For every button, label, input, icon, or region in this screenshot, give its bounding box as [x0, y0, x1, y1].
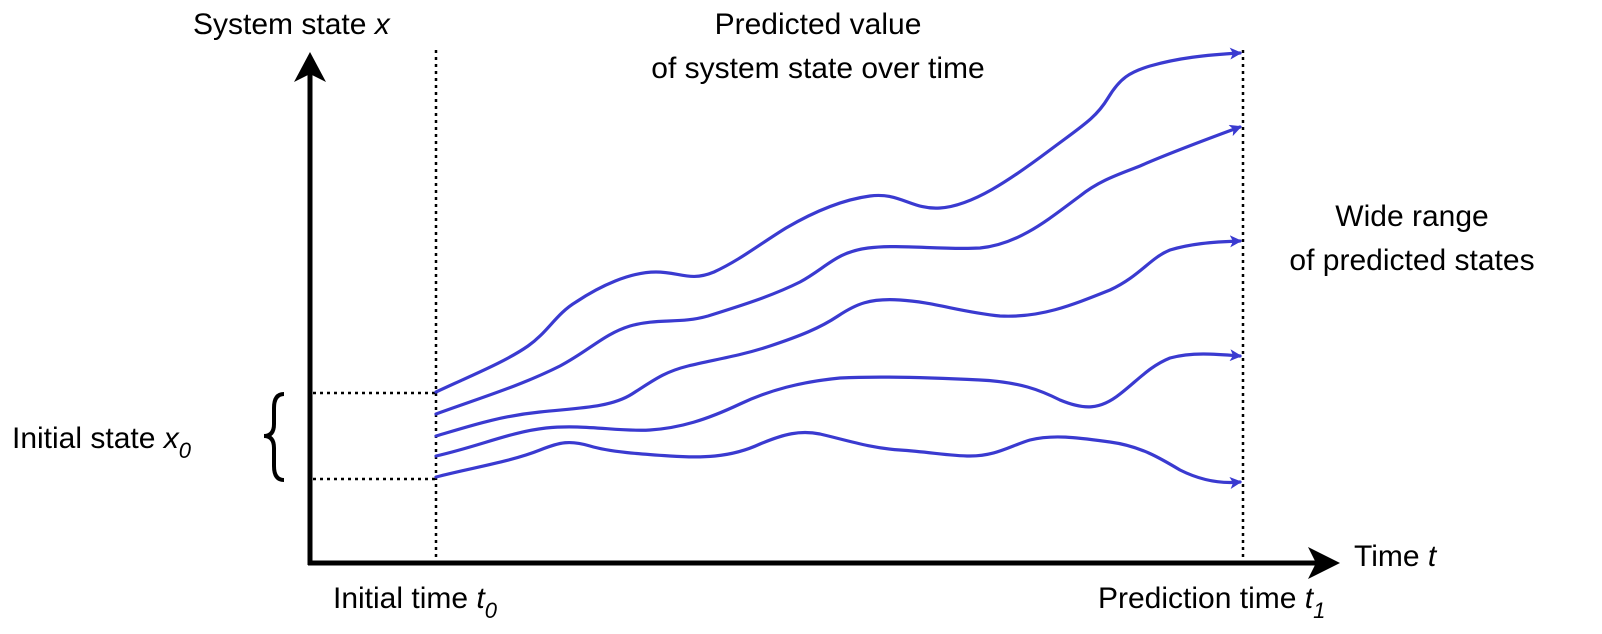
- initial-time-label: Initial time t0: [333, 582, 498, 623]
- x-axis-label: Time t: [1354, 540, 1438, 573]
- range-label-line-2: of predicted states: [1289, 244, 1534, 277]
- trajectory-2: [434, 124, 1242, 416]
- trajectory-3: [434, 235, 1242, 438]
- initial-state-label: Initial state x0: [12, 422, 192, 463]
- range-label-line-1: Wide range: [1335, 200, 1488, 233]
- trajectories: [434, 47, 1242, 489]
- y-axis-arrowhead: [294, 52, 326, 82]
- x-axis-arrowhead: [1308, 547, 1340, 579]
- trajectory-4: [434, 349, 1242, 458]
- trajectory-5: [434, 430, 1242, 489]
- diagram-title-line-2: of system state over time: [651, 52, 984, 85]
- initial-state-brace: [263, 392, 285, 482]
- trajectory-1: [434, 47, 1242, 394]
- diagram-title-line-1: Predicted value: [715, 8, 922, 41]
- prediction-time-label: Prediction time t1: [1098, 582, 1325, 623]
- y-axis-label: System state x: [193, 8, 391, 41]
